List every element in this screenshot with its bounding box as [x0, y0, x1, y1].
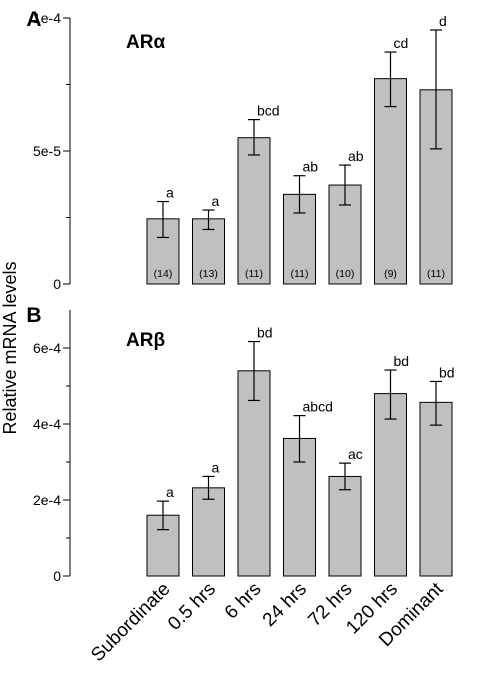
y-tick-label: 0: [53, 276, 61, 292]
y-axis-label: Relative mRNA levels: [0, 261, 20, 434]
y-tick-label: 6e-4: [33, 340, 61, 356]
significance-label: bd: [439, 364, 455, 380]
significance-label: bd: [257, 325, 273, 341]
sample-size-label: (10): [336, 268, 355, 280]
panel-letter: B: [26, 304, 41, 327]
significance-label: abcd: [303, 399, 333, 415]
bar: [374, 393, 407, 577]
significance-label: bcd: [257, 103, 280, 119]
panel-letter: A: [26, 8, 41, 31]
bar: [328, 475, 362, 577]
significance-label: bd: [394, 353, 410, 369]
panel-a: A ARα 0 5e-5 1e-4 a (14) a (13) bcd (11) ab (11) ab (1…: [26, 8, 453, 292]
category-label: 0.5 hrs: [164, 579, 220, 635]
y-tick-label: 1e-4: [33, 10, 61, 26]
significance-label: a: [166, 185, 174, 201]
y-tick-label: 4e-4: [33, 416, 61, 432]
y-tick-label: 5e-5: [33, 143, 61, 159]
y-tick-label: 0: [53, 568, 61, 584]
bar: [419, 401, 453, 577]
significance-label: a: [212, 459, 220, 475]
bar: [237, 137, 271, 285]
sample-size-label: (13): [199, 268, 218, 280]
bar: [374, 78, 407, 285]
bar: [237, 370, 271, 577]
sample-size-label: (11): [427, 268, 445, 280]
significance-label: a: [166, 484, 174, 500]
panel-b: B ARβ 0 2e-4 4e-4 6e-4 a a bd abcd ac bd bd Subordina…: [26, 304, 454, 666]
significance-label: a: [212, 193, 220, 209]
panel-title: ARβ: [126, 330, 165, 351]
sample-size-label: (9): [384, 268, 397, 280]
category-label: 24 hrs: [259, 579, 311, 631]
bar: [192, 487, 225, 577]
significance-label: d: [439, 13, 447, 29]
sample-size-label: (11): [291, 268, 309, 280]
sample-size-label: (14): [154, 268, 173, 280]
panel-title: ARα: [126, 32, 165, 53]
significance-label: ac: [348, 446, 363, 462]
category-label: Subordinate: [87, 579, 174, 666]
significance-label: ab: [348, 148, 364, 164]
significance-label: cd: [394, 35, 409, 51]
sample-size-label: (11): [245, 268, 263, 280]
y-tick-label: 2e-4: [33, 492, 61, 508]
significance-label: ab: [303, 159, 319, 175]
